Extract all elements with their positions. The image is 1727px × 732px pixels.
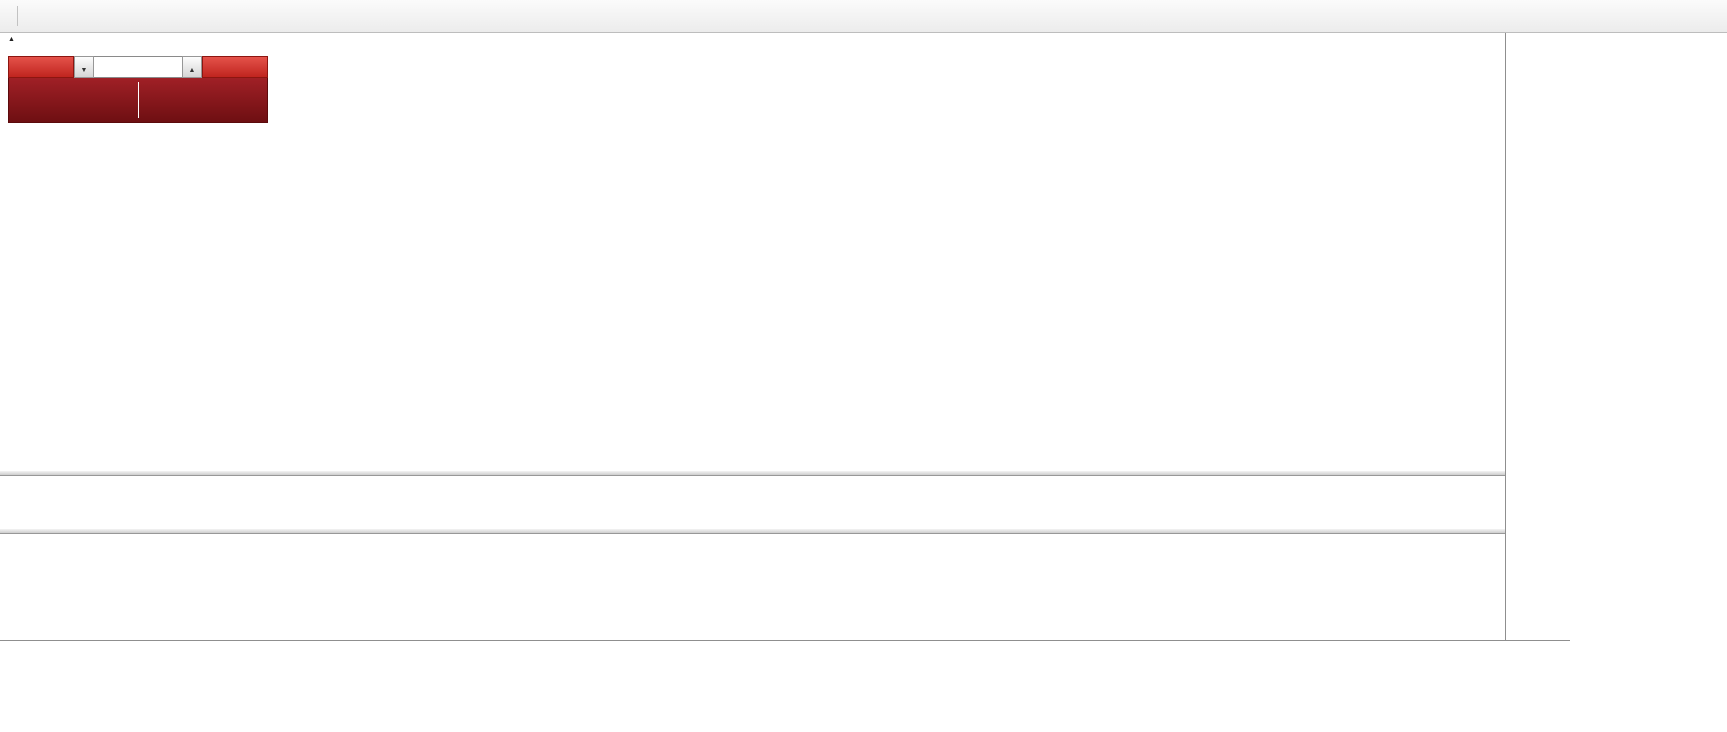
- sell-price-display[interactable]: [9, 78, 138, 122]
- chart-window: ▲ ▼ ▲: [0, 33, 1570, 664]
- chart-ohlc-header: ▲: [8, 36, 29, 43]
- toolbar: [0, 0, 1727, 33]
- one-click-trade-panel: ▼ ▲: [8, 56, 268, 123]
- price-scale[interactable]: [1505, 33, 1570, 640]
- macd-label: [8, 478, 18, 490]
- price-divider: [137, 82, 139, 118]
- chart-canvas[interactable]: [0, 33, 1570, 663]
- volume-up-button[interactable]: ▲: [182, 56, 202, 78]
- volume-input[interactable]: [94, 56, 182, 78]
- buy-price-display[interactable]: [139, 78, 268, 122]
- panel-splitter-rsi[interactable]: [0, 528, 1570, 534]
- toolbar-separator: [17, 6, 18, 26]
- trade-panel-prices: [8, 78, 268, 123]
- volume-down-button[interactable]: ▼: [74, 56, 94, 78]
- buy-button[interactable]: [202, 56, 268, 78]
- sell-button[interactable]: [8, 56, 74, 78]
- rsi-label: [8, 536, 13, 548]
- panel-splitter-macd[interactable]: [0, 470, 1570, 476]
- chevron-up-icon: ▲: [188, 66, 196, 74]
- time-axis[interactable]: [0, 640, 1570, 664]
- chevron-down-icon: ▼: [80, 66, 88, 74]
- trade-panel-controls: ▼ ▲: [8, 56, 268, 78]
- triangle-icon: ▲: [8, 36, 15, 43]
